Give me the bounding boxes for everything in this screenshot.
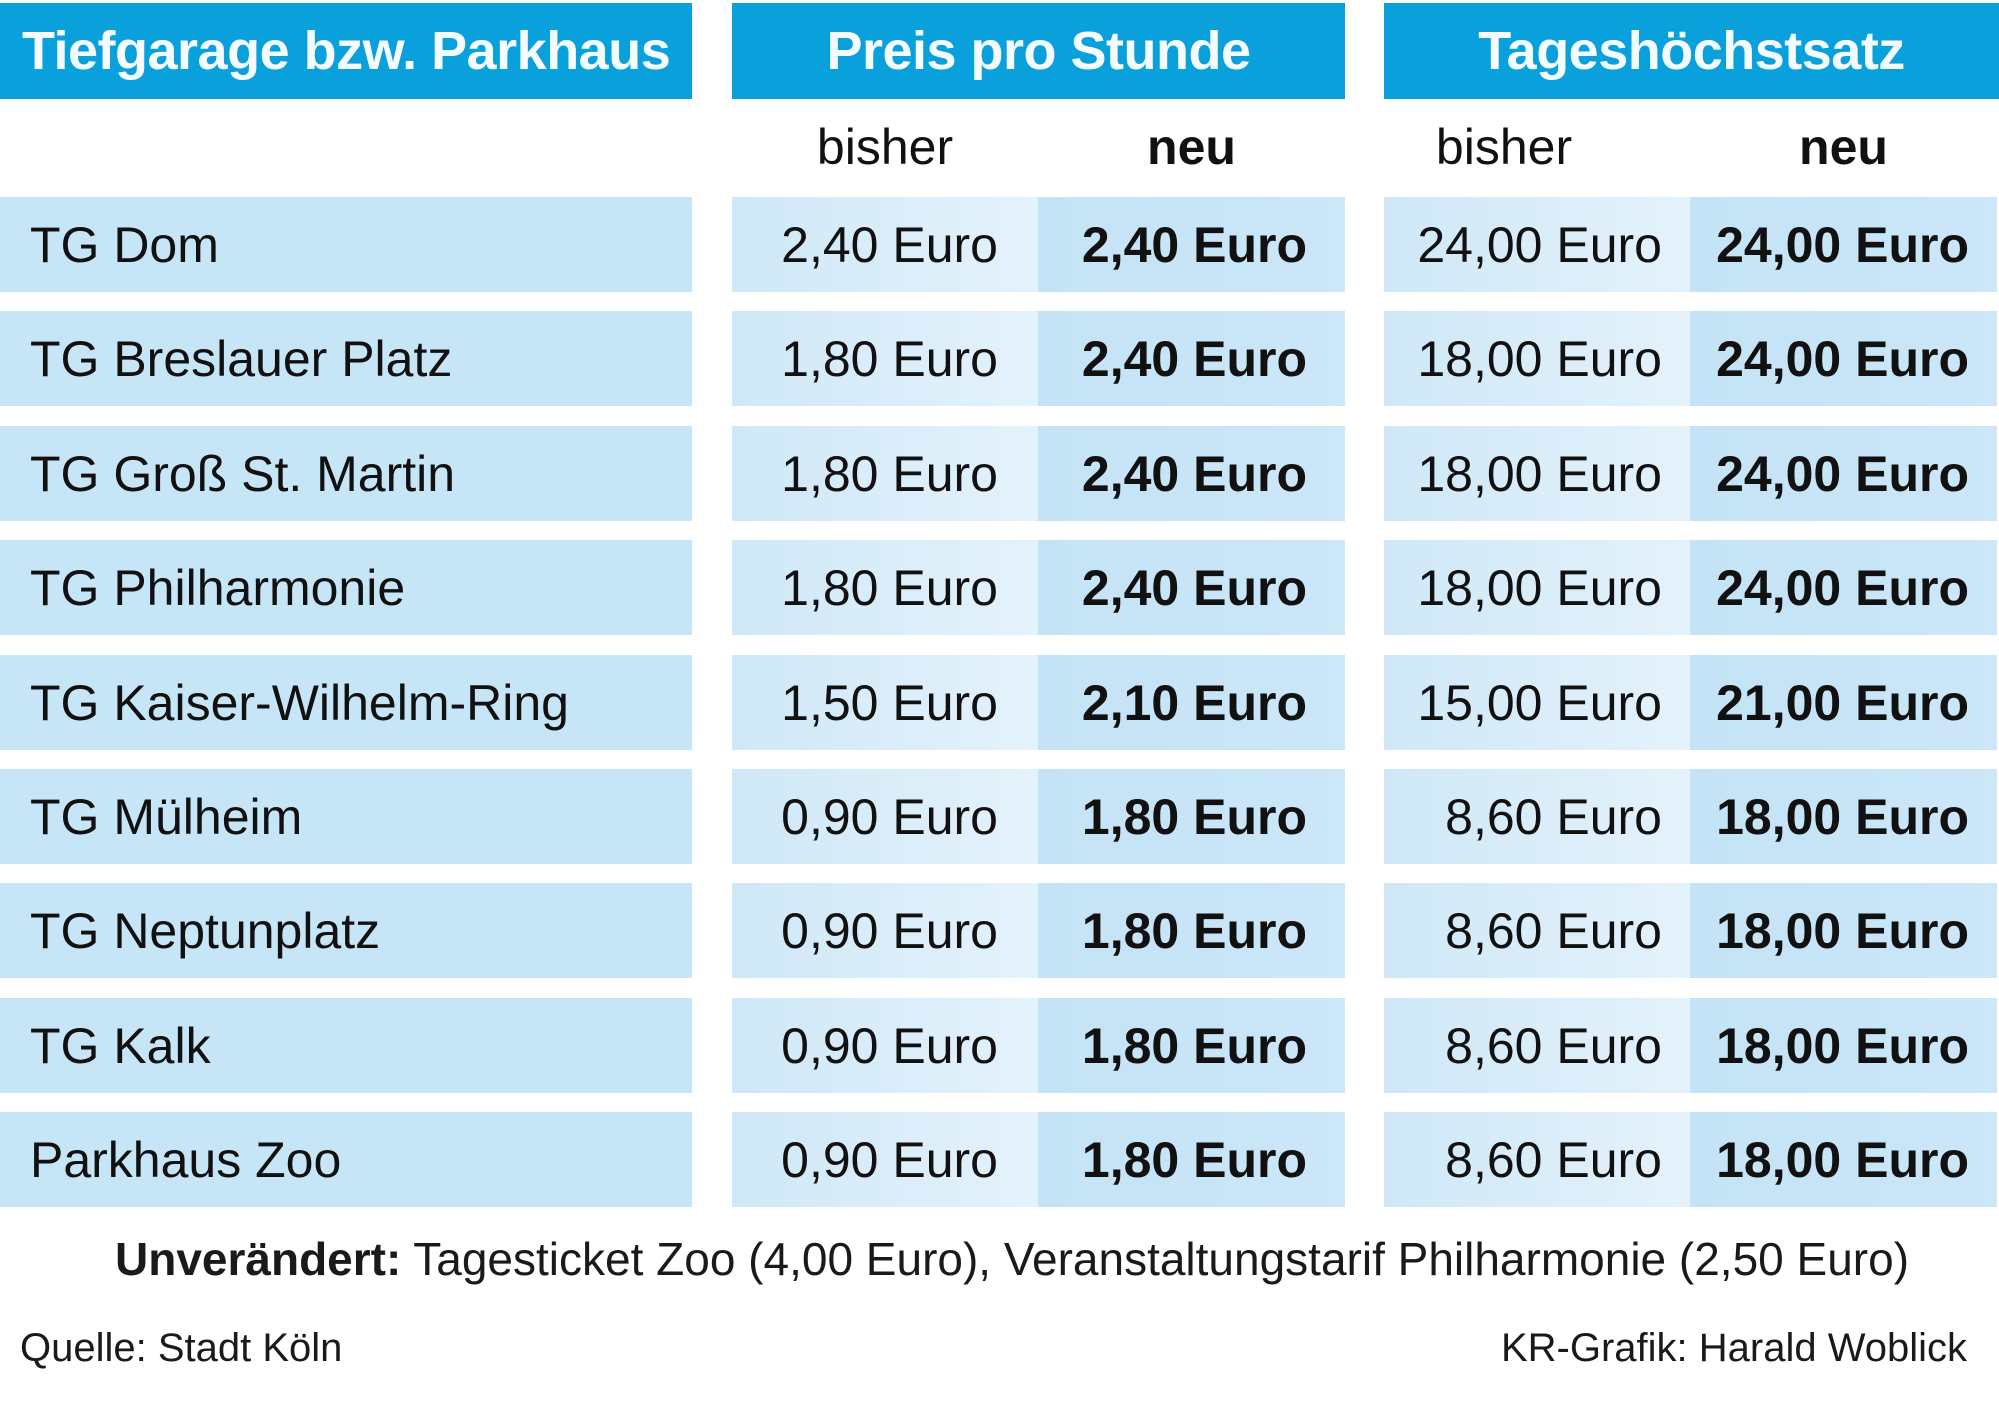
footnote: Unverändert: Tagesticket Zoo (4,00 Euro)… [115,1232,1909,1286]
header-parking-name: Tiefgarage bzw. Parkhaus [0,3,692,99]
cell-day-old: 18,00 Euro [1384,311,1690,406]
table-row-name: TG Dom [0,197,692,292]
header-daily-max-label: Tageshöchstsatz [1478,21,1905,81]
cell-hour-new: 1,80 Euro [1038,1112,1345,1207]
footnote-text: Tagesticket Zoo (4,00 Euro), Veranstaltu… [401,1233,1910,1285]
table-row-name: TG Neptunplatz [0,883,692,978]
cell-day-old: 8,60 Euro [1384,769,1690,864]
cell-day-old: 24,00 Euro [1384,197,1690,292]
table-row-name: TG Groß St. Martin [0,426,692,521]
table-row-name: Parkhaus Zoo [0,1112,692,1207]
cell-hour-old: 1,80 Euro [732,426,1038,521]
footnote-label: Unverändert: [115,1233,402,1285]
table-row-name: TG Mülheim [0,769,692,864]
header-daily-max: Tageshöchstsatz [1384,3,1999,99]
cell-hour-old: 1,80 Euro [732,540,1038,635]
cell-day-new: 18,00 Euro [1690,883,1997,978]
header-parking-name-label: Tiefgarage bzw. Parkhaus [22,21,671,81]
table-row-name: TG Philharmonie [0,540,692,635]
cell-day-new: 24,00 Euro [1690,540,1997,635]
subheader-day-old: bisher [1435,119,1573,175]
cell-hour-old: 1,80 Euro [732,311,1038,406]
header-price-per-hour: Preis pro Stunde [732,3,1345,99]
cell-day-new: 18,00 Euro [1690,1112,1997,1207]
cell-hour-old: 1,50 Euro [732,655,1038,750]
cell-hour-new: 1,80 Euro [1038,883,1345,978]
cell-day-new: 18,00 Euro [1690,769,1997,864]
subheader-hour-old: bisher [816,119,954,175]
cell-hour-old: 0,90 Euro [732,769,1038,864]
cell-day-old: 18,00 Euro [1384,426,1690,521]
cell-day-old: 8,60 Euro [1384,1112,1690,1207]
subheader-day-new: neu [1799,119,1888,175]
cell-day-old: 8,60 Euro [1384,998,1690,1093]
cell-hour-new: 2,40 Euro [1038,311,1345,406]
cell-hour-new: 2,40 Euro [1038,540,1345,635]
graphic-credit: KR-Grafik: Harald Woblick [1500,1326,1967,1370]
cell-day-old: 8,60 Euro [1384,883,1690,978]
cell-hour-new: 2,40 Euro [1038,197,1345,292]
cell-day-old: 15,00 Euro [1384,655,1690,750]
cell-hour-new: 2,40 Euro [1038,426,1345,521]
source-credit: Quelle: Stadt Köln [20,1326,343,1370]
table-row-name: TG Kalk [0,998,692,1093]
cell-hour-old: 0,90 Euro [732,998,1038,1093]
cell-hour-new: 1,80 Euro [1038,998,1345,1093]
cell-day-new: 24,00 Euro [1690,311,1997,406]
subheader-hour-new: neu [1147,119,1236,175]
cell-day-new: 18,00 Euro [1690,998,1997,1093]
cell-hour-new: 1,80 Euro [1038,769,1345,864]
table-row-name: TG Kaiser-Wilhelm-Ring [0,655,692,750]
header-price-per-hour-label: Preis pro Stunde [826,21,1251,81]
table-row-name: TG Breslauer Platz [0,311,692,406]
cell-hour-old: 0,90 Euro [732,1112,1038,1207]
cell-day-old: 18,00 Euro [1384,540,1690,635]
cell-day-new: 24,00 Euro [1690,426,1997,521]
cell-day-new: 24,00 Euro [1690,197,1997,292]
cell-day-new: 21,00 Euro [1690,655,1997,750]
cell-hour-new: 2,10 Euro [1038,655,1345,750]
cell-hour-old: 0,90 Euro [732,883,1038,978]
cell-hour-old: 2,40 Euro [732,197,1038,292]
